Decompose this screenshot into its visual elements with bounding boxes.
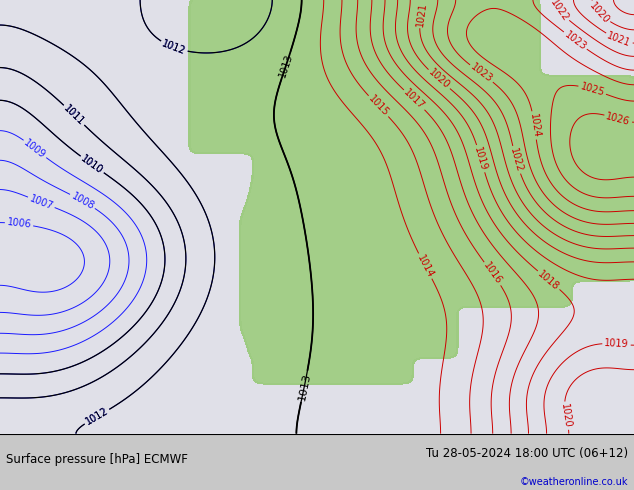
- Text: 1016: 1016: [481, 261, 504, 287]
- Text: 1020: 1020: [559, 403, 573, 429]
- Text: 1013: 1013: [297, 371, 312, 401]
- Text: 1025: 1025: [579, 81, 605, 98]
- Text: 1019: 1019: [604, 339, 629, 350]
- Text: 1012: 1012: [84, 406, 110, 427]
- Text: 1018: 1018: [536, 269, 561, 292]
- Text: Tu 28-05-2024 18:00 UTC (06+12): Tu 28-05-2024 18:00 UTC (06+12): [425, 447, 628, 460]
- Text: 1023: 1023: [562, 29, 588, 52]
- Text: 1006: 1006: [6, 218, 32, 230]
- Text: 1011: 1011: [61, 103, 86, 127]
- Text: 1007: 1007: [28, 193, 55, 212]
- Text: 1011: 1011: [61, 103, 86, 127]
- Text: 1022: 1022: [548, 0, 570, 23]
- Text: 1017: 1017: [402, 88, 427, 112]
- Text: 1009: 1009: [22, 138, 48, 160]
- Text: 1010: 1010: [79, 153, 105, 176]
- Text: 1008: 1008: [70, 191, 96, 211]
- Text: 1021: 1021: [605, 30, 632, 49]
- Text: Surface pressure [hPa] ECMWF: Surface pressure [hPa] ECMWF: [6, 452, 188, 466]
- Text: 1010: 1010: [79, 153, 105, 176]
- Text: 1024: 1024: [527, 112, 541, 138]
- Text: 1014: 1014: [415, 253, 436, 279]
- Text: 1013: 1013: [278, 52, 295, 78]
- Text: 1026: 1026: [605, 111, 631, 127]
- Text: 1015: 1015: [366, 94, 391, 119]
- Text: 1021: 1021: [415, 1, 428, 27]
- Text: 1012: 1012: [160, 38, 187, 56]
- Text: ©weatheronline.co.uk: ©weatheronline.co.uk: [519, 477, 628, 487]
- Text: 1020: 1020: [427, 68, 451, 91]
- Text: 1020: 1020: [587, 0, 611, 25]
- Text: 1019: 1019: [472, 146, 489, 172]
- Text: 1012: 1012: [84, 406, 110, 427]
- Text: 1012: 1012: [160, 38, 187, 56]
- Text: 1023: 1023: [469, 62, 495, 85]
- Text: 1022: 1022: [508, 147, 524, 173]
